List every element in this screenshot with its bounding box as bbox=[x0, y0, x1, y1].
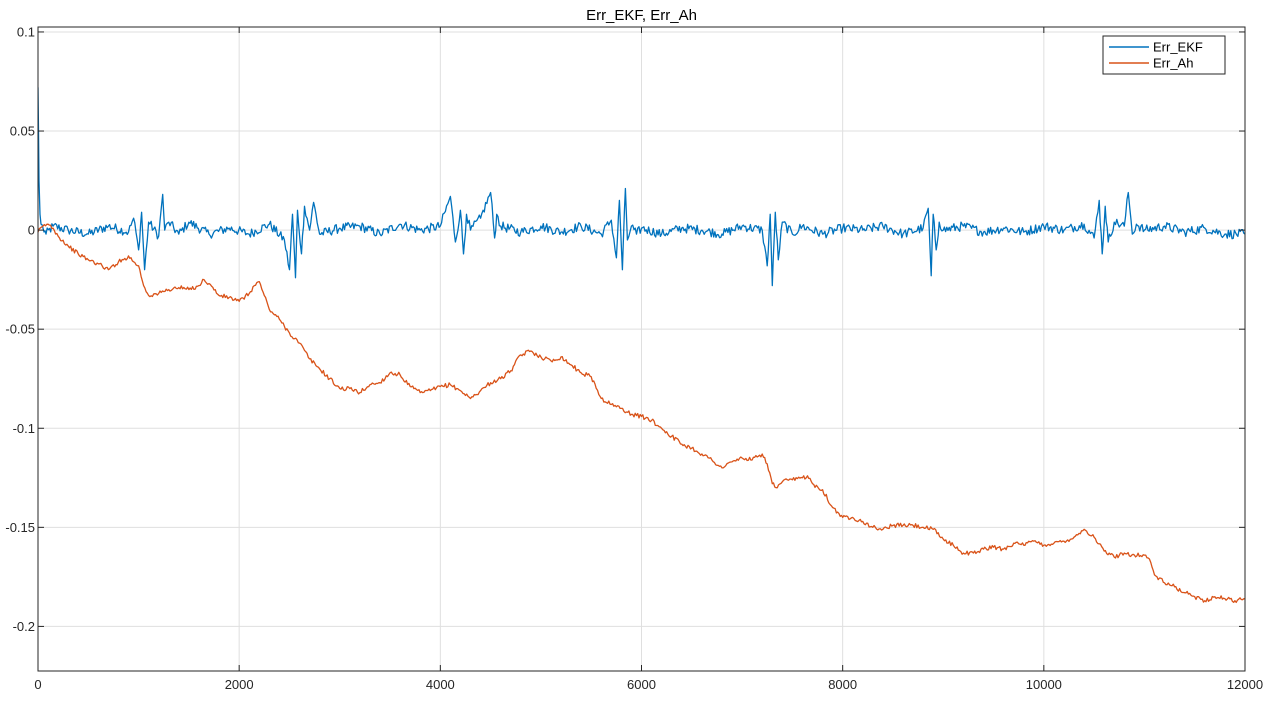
y-tick-label: -0.1 bbox=[13, 421, 35, 436]
series-line-err-ekf bbox=[38, 87, 1245, 287]
x-tick-label: 12000 bbox=[1227, 677, 1263, 692]
y-tick-label: -0.05 bbox=[5, 322, 35, 337]
y-tick-label: -0.2 bbox=[13, 619, 35, 634]
series-line-err-ah bbox=[38, 223, 1245, 604]
series-lines bbox=[38, 87, 1245, 604]
y-tick-label: 0.05 bbox=[10, 124, 35, 139]
chart-title: Err_EKF, Err_Ah bbox=[586, 7, 697, 24]
x-tick-label: 0 bbox=[34, 677, 41, 692]
y-tick-label: 0 bbox=[28, 223, 35, 238]
x-tick-label: 6000 bbox=[627, 677, 656, 692]
legend-label: Err_Ah bbox=[1153, 56, 1193, 71]
legend-box bbox=[1102, 35, 1226, 75]
y-tick-label: -0.15 bbox=[5, 520, 35, 535]
x-tick-label: 4000 bbox=[426, 677, 455, 692]
y-tick-label: 0.1 bbox=[17, 24, 35, 39]
x-tick-label: 2000 bbox=[225, 677, 254, 692]
axes: 0 2000 4000 6000 8000 10000 12000 0.1 0.05 0 -0.05… bbox=[5, 24, 1263, 692]
x-tick-label: 10000 bbox=[1026, 677, 1062, 692]
legend-label: Err_EKF bbox=[1153, 40, 1203, 55]
x-tick-label: 8000 bbox=[828, 677, 857, 692]
